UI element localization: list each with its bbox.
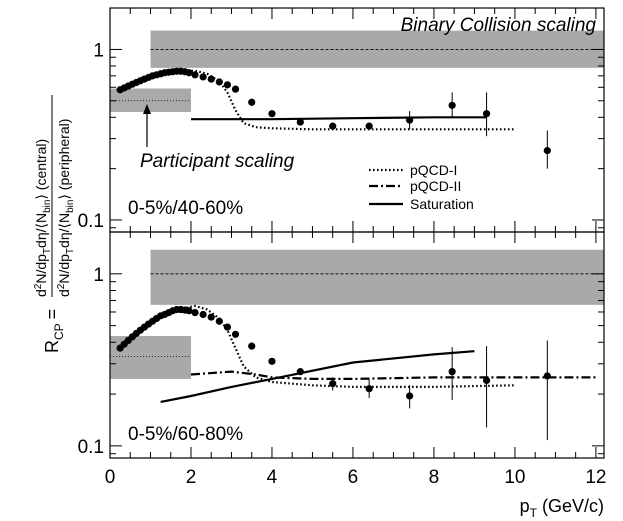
data-point <box>296 368 304 376</box>
data-point <box>223 81 232 89</box>
data-point <box>207 313 215 321</box>
legend-entry: pQCD-I <box>410 162 457 178</box>
x-tick-label: 0 <box>105 467 116 488</box>
panel-frame <box>109 231 605 459</box>
participant-scaling-band <box>110 88 191 112</box>
data-point <box>329 380 337 388</box>
x-tick-label: 8 <box>429 467 440 488</box>
data-point <box>406 116 414 124</box>
y-tick-label: 1 <box>93 40 104 61</box>
data-point <box>248 98 256 106</box>
data-point <box>191 309 199 317</box>
panel-bottom: 0.1 1 0-5%/60-80% 0 2 4 6 8 10 12 <box>78 231 606 488</box>
legend-entry: pQCD-II <box>410 178 461 194</box>
data-point <box>268 110 276 118</box>
data-point <box>543 147 551 155</box>
data-point <box>231 330 240 338</box>
panel-label: 0-5%/40-60% <box>128 198 243 219</box>
data-point <box>296 118 304 126</box>
y-tick-label: 1 <box>93 265 104 286</box>
data-point <box>199 73 207 81</box>
data-point <box>365 122 373 130</box>
x-tick-label: 2 <box>186 467 197 488</box>
panel-label: 0-5%/60-80% <box>128 424 243 445</box>
data-point <box>268 357 276 365</box>
x-tick-label: 10 <box>504 467 525 488</box>
data-point <box>191 71 199 79</box>
data-point <box>215 78 223 86</box>
data-point <box>329 122 337 130</box>
data-point <box>215 317 223 325</box>
binary-scaling-band <box>150 249 604 305</box>
x-axis-title: pT (GeV/c) <box>520 496 604 520</box>
y-tick-label: 0.1 <box>78 437 104 458</box>
data-point <box>448 368 456 376</box>
data-point <box>482 110 491 118</box>
data-point <box>448 101 456 109</box>
x-tick-label: 4 <box>267 467 278 488</box>
participant-arrowhead <box>143 104 151 114</box>
data-point <box>406 392 414 400</box>
y-axis-title: RCP = d2N/dpTdη/⟨Nbin⟩ (central) d2N/dpTd… <box>33 95 76 353</box>
data-point <box>199 310 207 319</box>
y-tick-label: 0.1 <box>78 211 104 232</box>
y-label-denominator: d2N/dpTdη/⟨Nbin⟩ (peripheral) <box>56 119 76 297</box>
data-point <box>223 323 232 331</box>
panel-top: 0.1 1 0-5%/40-60% Binary Collision scaling P… <box>78 7 605 233</box>
x-tick-label: 6 <box>348 467 359 488</box>
y-label-r-sub: CP <box>52 323 66 340</box>
legend-entry: Saturation <box>410 196 474 212</box>
binary-scaling-annotation: Binary Collision scaling <box>401 15 597 36</box>
svg-text:RCP=: RCP = <box>42 309 66 353</box>
curve-saturation <box>191 116 487 121</box>
y-label-r: R <box>42 340 62 353</box>
data-point <box>185 307 193 315</box>
data-point <box>248 342 256 350</box>
x-tick-label: 12 <box>585 467 606 488</box>
data-point <box>231 85 240 93</box>
data-point <box>207 75 215 83</box>
data-point <box>482 376 491 385</box>
y-label-numerator: d2N/dpTdη/⟨Nbin⟩ (central) <box>33 139 53 297</box>
y-label-eq: = <box>42 309 62 320</box>
data-point <box>365 385 373 393</box>
participant-scaling-annotation: Participant scaling <box>140 151 295 172</box>
data-point <box>185 69 193 77</box>
curve-saturation <box>160 350 475 403</box>
data-point <box>543 372 551 380</box>
